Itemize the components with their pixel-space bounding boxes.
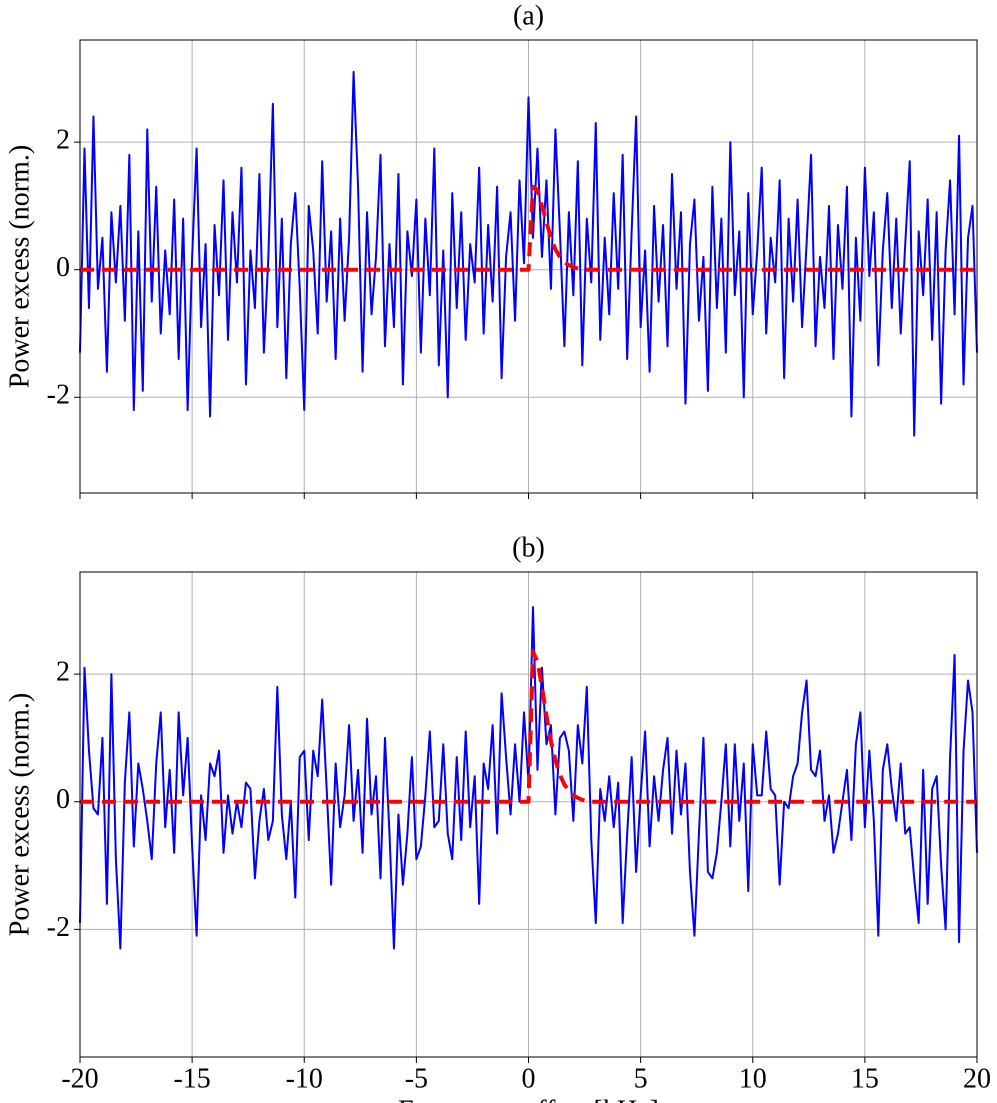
- model-line: [80, 649, 977, 804]
- x-tick-label: 15: [851, 1063, 879, 1094]
- y-axis-label: Power excess (norm.): [4, 145, 35, 388]
- x-tick-label: -5: [405, 1063, 428, 1094]
- y-tick-label: 0: [56, 252, 70, 283]
- plot-frame: [79, 571, 978, 1058]
- x-axis-label: Frequency offset [kHz]: [398, 1095, 659, 1103]
- data-line: [79, 70, 978, 437]
- x-tick-label: 5: [634, 1063, 648, 1094]
- y-tick-label: -2: [47, 912, 70, 943]
- y-tick-label: 2: [56, 125, 70, 156]
- model-line: [80, 184, 977, 272]
- y-tick-label: 0: [56, 784, 70, 815]
- x-tick-label: -20: [61, 1063, 98, 1094]
- x-tick-label: -15: [173, 1063, 210, 1094]
- panel-title: (a): [513, 0, 544, 31]
- x-tick-label: 0: [522, 1063, 536, 1094]
- x-tick-label: -10: [286, 1063, 323, 1094]
- y-tick-label: 2: [56, 657, 70, 688]
- x-tick-label: 10: [739, 1063, 767, 1094]
- y-tick-label: -2: [47, 380, 70, 411]
- panel-title: (b): [512, 532, 545, 563]
- y-axis-label: Power excess (norm.): [4, 693, 35, 936]
- x-tick-label: 20: [963, 1063, 991, 1094]
- plot-frame: [79, 39, 978, 494]
